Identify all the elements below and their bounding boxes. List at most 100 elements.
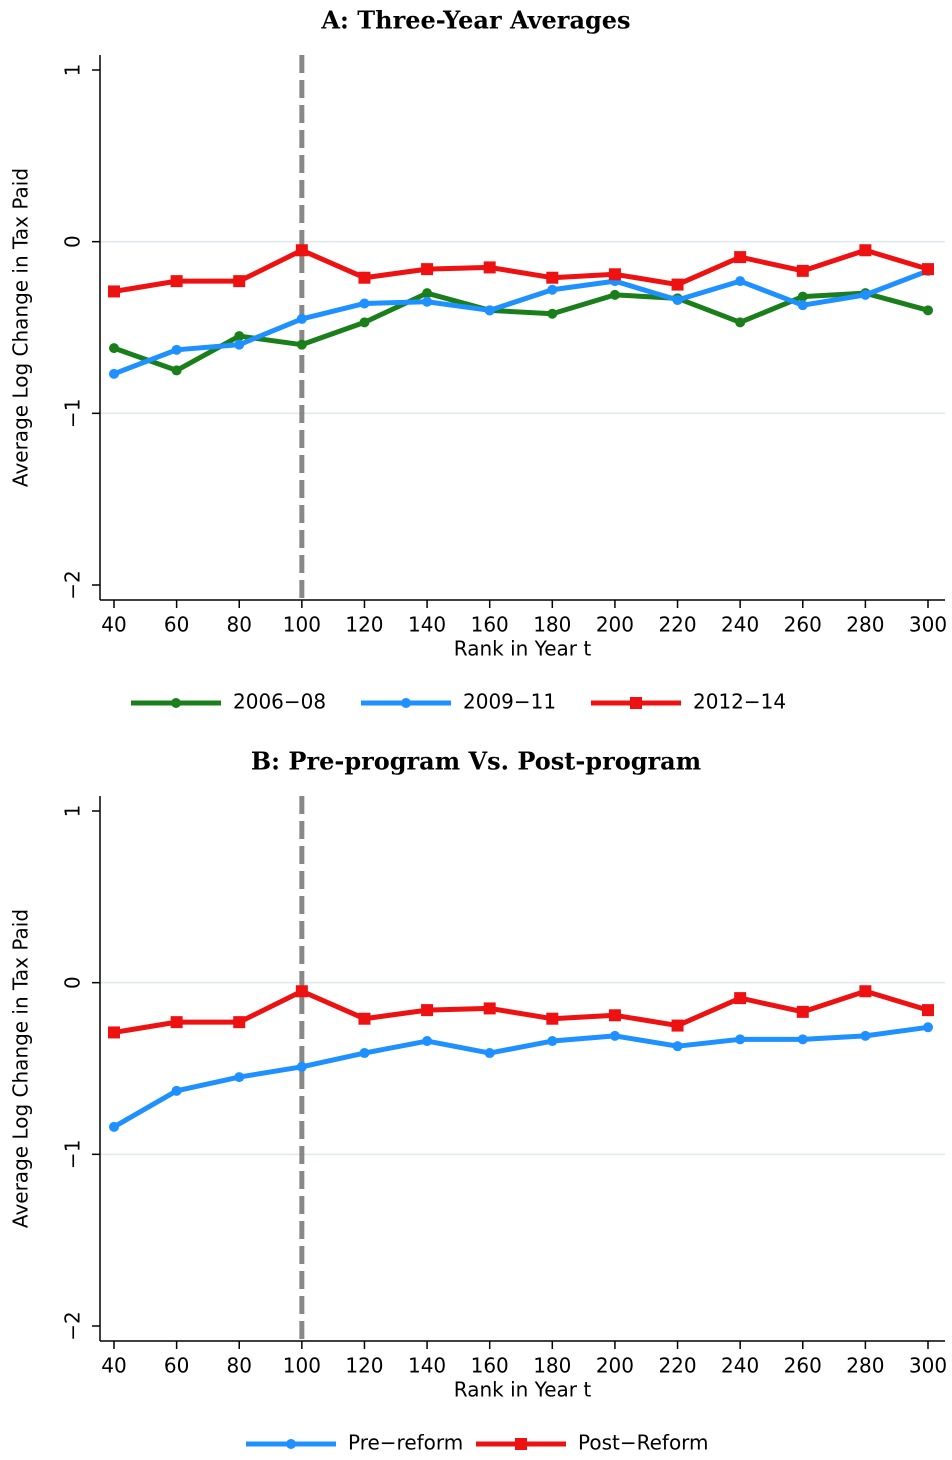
data-point xyxy=(859,985,872,998)
data-point xyxy=(923,1022,933,1033)
x-tick-label: 220 xyxy=(658,1354,696,1378)
data-point xyxy=(609,289,620,300)
series-line xyxy=(113,988,929,1035)
x-tick-label: 100 xyxy=(283,613,321,637)
x-tick-label: 40 xyxy=(101,1354,126,1378)
legend-marker xyxy=(401,698,411,708)
data-point xyxy=(735,317,746,328)
x-tick-label: 140 xyxy=(408,613,446,637)
data-point xyxy=(296,1061,307,1072)
data-point xyxy=(483,1002,496,1015)
data-point xyxy=(860,1030,871,1041)
x-tick-label: 40 xyxy=(101,613,126,637)
x-tick-label: 80 xyxy=(227,613,252,637)
data-point xyxy=(233,275,246,288)
data-point xyxy=(295,244,308,257)
y-tick-label: −1 xyxy=(61,1140,85,1169)
data-point xyxy=(234,1072,245,1083)
x-tick-label: 60 xyxy=(164,613,189,637)
data-point xyxy=(547,1036,558,1047)
x-axis-label: Rank in Year t xyxy=(454,637,592,661)
data-point xyxy=(546,271,559,284)
data-point xyxy=(359,317,370,328)
data-point xyxy=(171,1085,182,1096)
data-point xyxy=(796,1005,809,1018)
data-point xyxy=(295,985,308,998)
data-point xyxy=(922,263,934,276)
data-point xyxy=(671,278,684,291)
y-axis-label: Average Log Change in Tax Paid xyxy=(9,168,33,487)
y-tick-label: −1 xyxy=(61,399,85,428)
data-point xyxy=(109,1121,119,1132)
x-tick-label: 60 xyxy=(164,1354,189,1378)
data-point xyxy=(421,1004,434,1017)
x-tick-label: 80 xyxy=(227,1354,252,1378)
legend-marker xyxy=(171,698,181,708)
data-point xyxy=(672,295,683,306)
series-line xyxy=(113,247,929,294)
chart-title: A: Three-Year Averages xyxy=(320,6,630,35)
x-tick-label: 200 xyxy=(596,1354,634,1378)
x-tick-label: 160 xyxy=(471,613,509,637)
x-tick-label: 220 xyxy=(658,613,696,637)
x-tick-label: 160 xyxy=(471,1354,509,1378)
x-tick-label: 120 xyxy=(345,1354,383,1378)
x-tick-label: 120 xyxy=(345,613,383,637)
x-tick-label: 240 xyxy=(721,613,759,637)
data-point xyxy=(108,1026,120,1039)
data-point xyxy=(734,251,747,264)
data-point xyxy=(296,313,307,324)
data-point xyxy=(422,296,433,307)
data-point xyxy=(547,308,558,319)
chart-title: B: Pre-program Vs. Post-program xyxy=(251,747,701,776)
data-point xyxy=(797,1034,808,1045)
data-point xyxy=(860,289,871,300)
x-tick-label: 100 xyxy=(283,1354,321,1378)
x-tick-label: 280 xyxy=(846,1354,884,1378)
data-point xyxy=(296,339,307,350)
x-tick-label: 240 xyxy=(721,1354,759,1378)
data-point xyxy=(608,1009,621,1022)
data-point xyxy=(233,1016,246,1029)
x-tick-label: 300 xyxy=(909,613,947,637)
legend-marker xyxy=(630,697,642,709)
data-point xyxy=(734,992,747,1005)
data-point xyxy=(359,1048,370,1059)
y-tick-label: 0 xyxy=(61,976,85,989)
data-point xyxy=(170,275,183,288)
data-point xyxy=(421,263,434,276)
data-point xyxy=(797,291,808,302)
data-point xyxy=(923,305,933,316)
data-point xyxy=(422,288,433,299)
data-point xyxy=(358,1012,371,1025)
legend-label: 2009−11 xyxy=(463,690,556,714)
data-point xyxy=(796,264,809,277)
chart-panel: B: Pre-program Vs. Post-program −2 −1 0 140 6… xyxy=(9,747,948,1455)
data-point xyxy=(422,1036,433,1047)
legend-label: Pre−reform xyxy=(348,1431,463,1455)
x-tick-label: 260 xyxy=(784,1354,822,1378)
series-line xyxy=(113,268,929,377)
x-tick-label: 280 xyxy=(846,613,884,637)
x-tick-label: 140 xyxy=(408,1354,446,1378)
data-point xyxy=(735,1034,746,1045)
data-point xyxy=(234,331,245,342)
data-point xyxy=(797,300,808,311)
data-point xyxy=(359,298,370,309)
data-point xyxy=(234,339,245,350)
data-point xyxy=(171,365,182,376)
series-line xyxy=(112,1024,929,1130)
y-tick-label: −2 xyxy=(61,1311,85,1340)
data-point xyxy=(170,1016,183,1029)
x-tick-label: 200 xyxy=(596,613,634,637)
data-point xyxy=(608,268,621,281)
legend-marker xyxy=(515,1438,527,1450)
data-point xyxy=(735,276,746,287)
x-tick-label: 180 xyxy=(533,1354,571,1378)
data-point xyxy=(484,1048,495,1059)
legend-label: 2006−08 xyxy=(233,690,326,714)
data-point xyxy=(859,244,872,257)
data-point xyxy=(109,343,119,354)
y-axis-label: Average Log Change in Tax Paid xyxy=(9,909,33,1228)
